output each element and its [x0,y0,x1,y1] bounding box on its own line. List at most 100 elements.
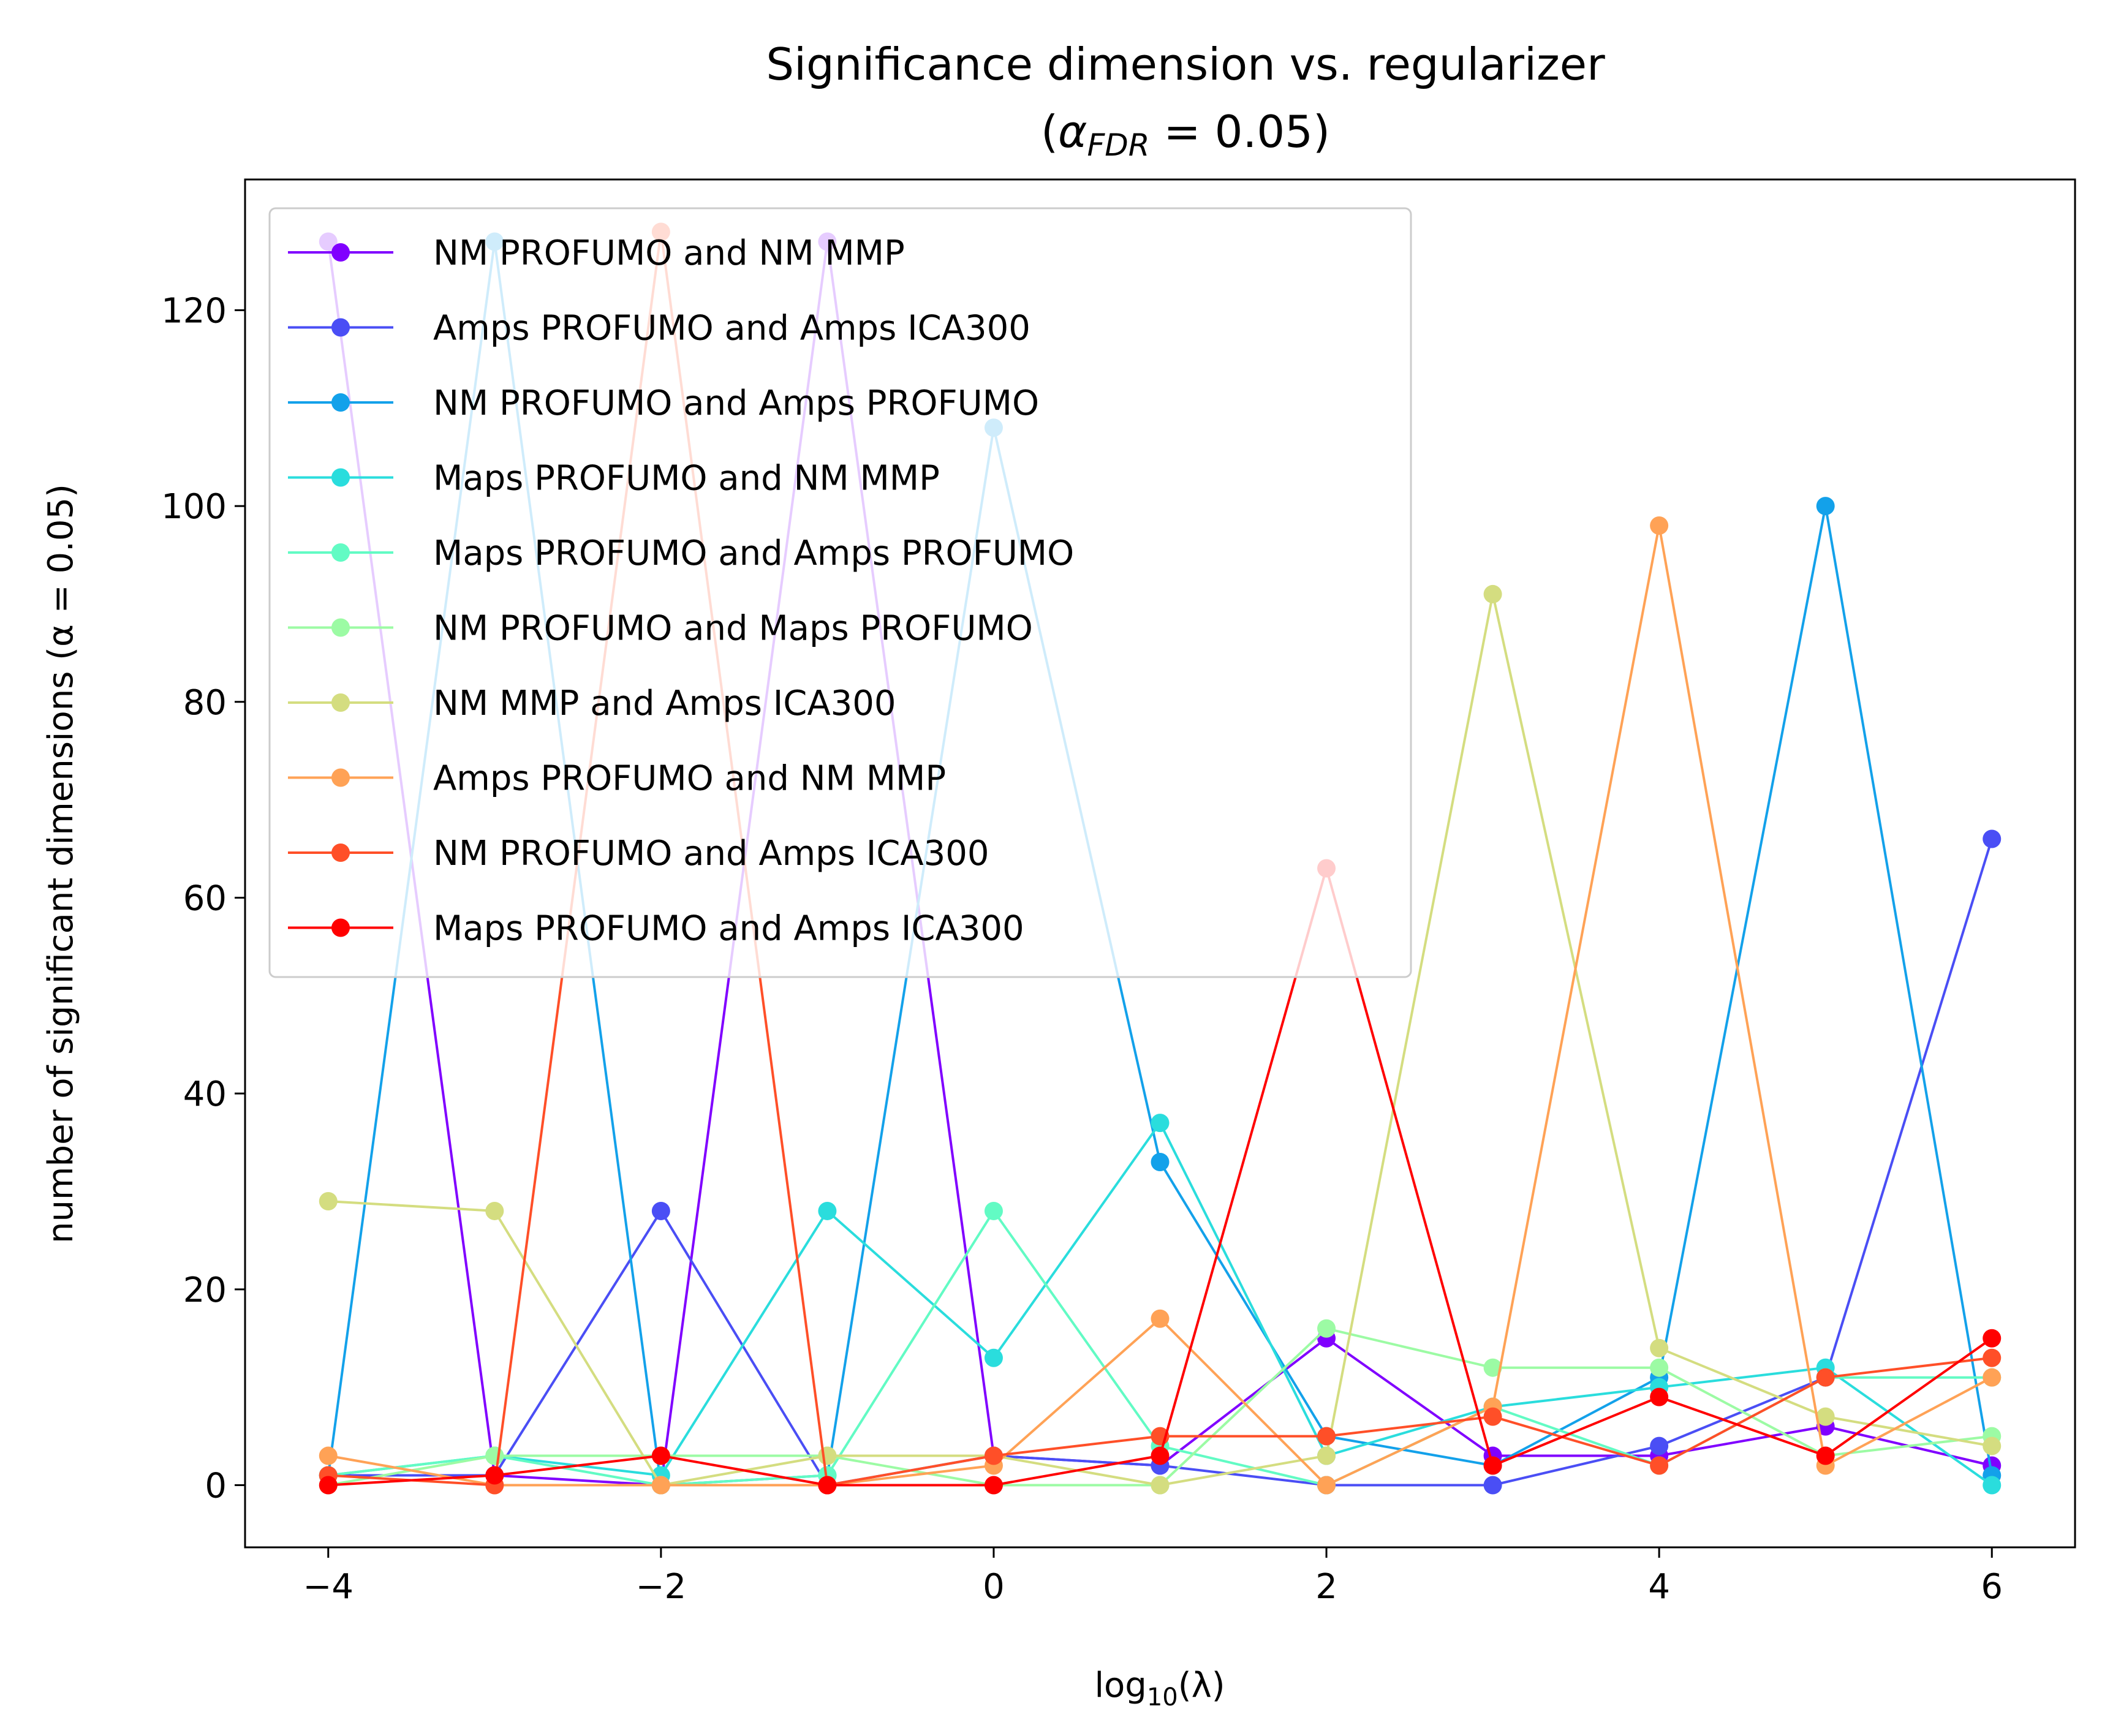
legend-entry: NM PROFUMO and Amps ICA300 [288,834,989,874]
data-point [984,1446,1003,1465]
data-point [984,1348,1003,1367]
data-point [1317,1319,1336,1338]
y-tick-label: 20 [183,1270,227,1310]
data-point [1650,1358,1669,1377]
x-axis: −4 −2 0 2 4 6 [303,1547,2003,1607]
data-point [1151,1476,1170,1495]
chart-title-line2: (αFDR = 0.05) [1041,106,1330,163]
legend-marker [331,618,350,637]
data-point [1650,1436,1669,1455]
legend-entry: Amps PROFUMO and NM MMP [288,759,946,799]
legend-label: Maps PROFUMO and NM MMP [433,459,940,499]
legend-entry: NM MMP and Amps ICA300 [288,684,896,723]
data-point [1816,497,1835,516]
legend-box [268,207,1412,978]
legend-entry: NM PROFUMO and Amps PROFUMO [288,383,1039,423]
y-tick-label: 60 [183,878,227,918]
data-point [1317,1427,1336,1446]
legend-entry: NM PROFUMO and NM MMP [288,233,905,273]
data-point [1317,1446,1336,1465]
plot-area [319,222,2002,1495]
data-point [1816,1407,1835,1426]
legend-marker [331,468,350,487]
data-point [818,1476,837,1495]
legend-marker [331,843,350,862]
x-tick-label: 6 [1981,1567,2003,1607]
data-point [1650,1456,1669,1475]
legend-label: Amps PROFUMO and NM MMP [433,759,946,799]
data-point [651,1476,670,1495]
data-point [1317,1476,1336,1495]
x-tick-label: −2 [636,1567,687,1607]
x-tick-label: 0 [983,1567,1005,1607]
data-point [1983,1476,2002,1495]
axes-frame [244,178,2076,1549]
legend-label: Maps PROFUMO and Amps ICA300 [433,909,1024,949]
legend-label: Amps PROFUMO and Amps ICA300 [433,309,1030,349]
legend-label: NM MMP and Amps ICA300 [433,684,896,723]
legend: NM PROFUMO and NM MMP Amps PROFUMO and Am… [268,207,1412,978]
data-point [651,1201,670,1220]
legend-entry: Maps PROFUMO and Amps ICA300 [288,909,1024,949]
data-point [1983,1368,2002,1387]
y-tick-label: 80 [183,683,227,723]
data-point [1151,1446,1170,1465]
data-point [1483,584,1502,603]
legend-marker [331,918,350,937]
legend-label: Maps PROFUMO and Amps PROFUMO [433,534,1074,573]
data-point [1983,1436,2002,1455]
data-point [1816,1446,1835,1465]
legend-marker [331,243,350,262]
y-axis-label: number of significant dimensions (α = 0.… [41,484,81,1244]
data-point [984,1476,1003,1495]
legend-label: NM PROFUMO and Amps PROFUMO [433,383,1039,423]
legend-entry: NM PROFUMO and Maps PROFUMO [288,609,1033,649]
legend-entry: Amps PROFUMO and Amps ICA300 [288,309,1030,349]
data-point [319,1191,338,1210]
legend-label: NM PROFUMO and NM MMP [433,233,905,273]
chart-title-line1: Significance dimension vs. regularizer [766,39,1605,90]
y-tick-label: 100 [161,487,227,527]
x-tick-label: −4 [303,1567,353,1607]
data-point [1650,1387,1669,1406]
data-point [1650,516,1669,535]
data-point [1151,1309,1170,1328]
y-tick-label: 0 [205,1466,227,1506]
data-point [1483,1407,1502,1426]
legend-label: NM PROFUMO and Maps PROFUMO [433,609,1033,649]
y-axis: 0 20 40 60 80 100 120 [161,291,245,1506]
legend-marker [331,768,350,787]
data-point [319,1446,338,1465]
data-point [651,1446,670,1465]
legend-marker [331,318,350,337]
y-tick-label: 40 [183,1074,227,1114]
legend-label: NM PROFUMO and Amps ICA300 [433,834,989,874]
x-tick-label: 2 [1315,1567,1337,1607]
data-point [1151,1153,1170,1172]
data-point [1983,1329,2002,1348]
data-point [818,1446,837,1465]
data-point [1483,1476,1502,1495]
data-point [1483,1456,1502,1475]
data-point [485,1446,504,1465]
x-tick-label: 4 [1648,1567,1670,1607]
data-point [1650,1338,1669,1357]
series-10 [319,859,2002,1495]
data-point [984,1201,1003,1220]
data-point [485,1466,504,1485]
x-axis-label: log10(λ) [1094,1666,1225,1711]
legend-marker [331,543,350,562]
data-point [1151,1114,1170,1133]
data-point [1483,1358,1502,1377]
data-point [1816,1368,1835,1387]
legend-marker [331,693,350,712]
data-point [319,1476,338,1495]
legend-entry: Maps PROFUMO and Amps PROFUMO [288,534,1074,573]
legend-marker [331,393,350,412]
data-point [1983,1348,2002,1367]
y-tick-label: 120 [161,291,227,331]
data-point [485,1201,504,1220]
data-point [818,1201,837,1220]
legend-entry: Maps PROFUMO and NM MMP [288,459,940,499]
